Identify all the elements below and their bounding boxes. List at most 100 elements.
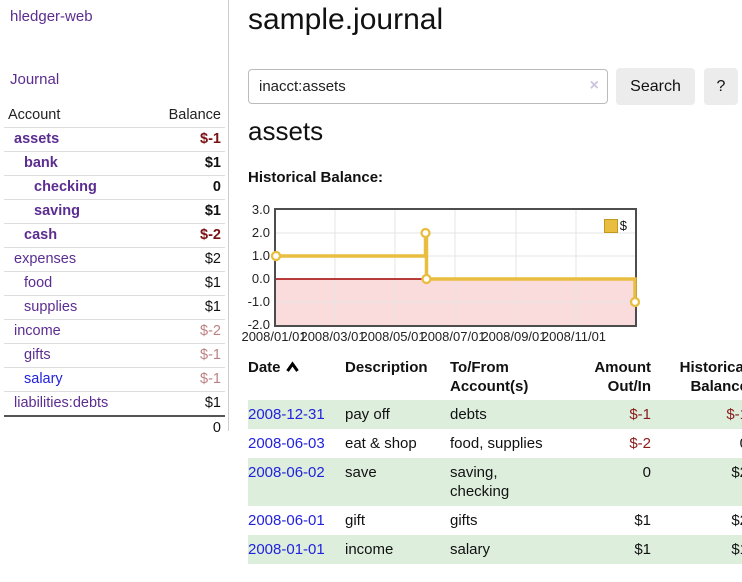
transaction-description: income (345, 541, 394, 558)
sidebar-account-link[interactable]: supplies (24, 299, 78, 315)
transaction-description: save (345, 464, 377, 481)
sort-ascending-icon (285, 361, 299, 372)
main-content: sample.journal × Search ? assets Histori… (241, 0, 742, 582)
sidebar-account-balance: 0 (145, 175, 225, 200)
sidebar-account-balance: $-1 (145, 343, 225, 368)
y-axis-tick-label: -2.0 (247, 317, 270, 332)
search-input[interactable] (248, 69, 608, 104)
nav-journal: Journal (10, 71, 59, 88)
transaction-amount: $1 (634, 541, 651, 558)
register-row: 2008-12-31 pay off debts $-1 $-1 (248, 400, 742, 429)
sidebar-account-link[interactable]: checking (34, 179, 97, 195)
transaction-accounts: salary (450, 541, 491, 558)
register-header-row: Date Description To/From Account(s) Amou… (248, 356, 742, 400)
date-column-header[interactable]: Date (248, 356, 345, 400)
transaction-date-link[interactable]: 2008-12-31 (248, 406, 325, 423)
clear-search-icon[interactable]: × (589, 77, 599, 94)
y-axis-tick-label: -1.0 (247, 294, 270, 309)
y-axis-tick-label: 2.0 (251, 225, 270, 240)
transaction-balance: $2 (731, 464, 742, 481)
balance-column-header-main: Historical Balance (679, 359, 742, 395)
transaction-description: pay off (345, 406, 390, 423)
transaction-date-link[interactable]: 2008-06-03 (248, 435, 325, 452)
search-form: × Search ? (248, 68, 738, 105)
sidebar-account-row: checking 0 (4, 175, 225, 200)
transaction-amount: $1 (634, 512, 651, 529)
legend-swatch-icon (603, 218, 618, 233)
account-heading: assets (248, 116, 324, 146)
transaction-amount: 0 (642, 464, 651, 481)
balance-column-header: Balance (168, 107, 221, 123)
x-axis-tick-label: 2008/07/01 (420, 329, 486, 344)
transaction-balance: 0 (651, 429, 742, 458)
sidebar-account-link[interactable]: bank (24, 155, 58, 171)
transaction-date-link[interactable]: 2008-06-02 (248, 464, 325, 481)
sidebar-accounts-table: Account Balance assets $-1 bank $1 check… (4, 104, 225, 440)
sidebar-account-link[interactable]: food (24, 275, 53, 291)
sidebar-account-link[interactable]: cash (24, 227, 58, 243)
sidebar-account-row: expenses $2 (4, 247, 225, 272)
sidebar-account-row: saving $1 (4, 199, 225, 224)
sidebar-account-balance: $1 (145, 271, 225, 296)
chart-plot-area: $ (270, 208, 641, 327)
sidebar-accounts-header-row: Account Balance (4, 104, 225, 128)
chart-legend: $ (603, 218, 627, 233)
sidebar-account-balance: $1 (145, 391, 225, 416)
register-row: 2008-01-01 income salary $1 $1 (248, 535, 742, 564)
sidebar-account-link[interactable]: salary (24, 371, 63, 387)
register-row: 2008-06-01 gift gifts $1 $2 (248, 506, 742, 535)
search-box: × (248, 69, 608, 104)
transaction-description: eat & shop (345, 435, 417, 452)
transaction-amount: $-1 (629, 406, 651, 423)
transaction-accounts: saving, checking (450, 464, 510, 500)
date-column-label: Date (248, 359, 281, 376)
sidebar-account-row: assets $-1 (4, 127, 225, 152)
sidebar-total-row: 0 (4, 415, 225, 440)
sidebar-account-row: supplies $1 (4, 295, 225, 320)
sidebar-account-link[interactable]: income (14, 323, 61, 339)
sidebar-account-link[interactable]: expenses (14, 251, 77, 267)
sidebar-account-balance: $-2 (145, 223, 225, 248)
sidebar-account-balance: $1 (145, 199, 225, 224)
sidebar-account-link[interactable]: saving (34, 203, 80, 219)
sidebar-account-link[interactable]: assets (14, 131, 60, 147)
amount-column-header: Amount Out/In (594, 359, 651, 395)
sidebar-account-balance: $2 (145, 247, 225, 272)
y-axis-labels: 3.0 2.0 1.0 0.0 -1.0 -2.0 (248, 202, 278, 332)
account-column-header: Account (8, 107, 61, 123)
sidebar-account-balance: $-1 (145, 367, 225, 392)
legend-label: $ (619, 218, 627, 233)
help-button[interactable]: ? (704, 68, 738, 105)
search-button[interactable]: Search (616, 68, 695, 105)
sidebar-account-row: bank $1 (4, 151, 225, 176)
register-row: 2008-06-03 eat & shop food, supplies $-2… (248, 429, 742, 458)
register-table: Date Description To/From Account(s) Amou… (248, 356, 742, 564)
register-row: 2008-06-02 save saving, checking 0 $2 (248, 458, 742, 506)
sidebar-account-link[interactable]: gifts (24, 347, 51, 363)
transaction-date-link[interactable]: 2008-01-01 (248, 541, 325, 558)
accounts-column-header: To/From Account(s) (450, 359, 529, 395)
page-title: sample.journal (248, 3, 444, 36)
sidebar-account-row: cash $-2 (4, 223, 225, 248)
y-axis-tick-label: 3.0 (251, 202, 270, 217)
y-axis-tick-label: 1.0 (251, 248, 270, 263)
transaction-accounts: debts (450, 406, 487, 423)
transaction-balance: $-1 (726, 406, 742, 423)
sidebar-account-link[interactable]: liabilities:debts (14, 395, 109, 411)
transaction-accounts: food, supplies (450, 435, 543, 452)
x-axis-tick-label: 2008/11/01 (541, 329, 607, 344)
chart-title: Historical Balance: (248, 169, 384, 186)
nav-journal-link[interactable]: Journal (10, 71, 60, 88)
sidebar-account-balance: $-2 (145, 319, 225, 344)
sidebar-account-row: liabilities:debts $1 (4, 391, 225, 416)
sidebar-total-balance: 0 (145, 415, 225, 440)
sidebar-account-row: food $1 (4, 271, 225, 296)
transaction-accounts: gifts (450, 512, 478, 529)
transaction-balance: $1 (731, 541, 742, 558)
transaction-date-link[interactable]: 2008-06-01 (248, 512, 325, 529)
x-axis-tick-label: 2008/09/01 (481, 329, 547, 344)
transaction-amount: $-2 (629, 435, 651, 452)
x-axis-tick-label: 2008/05/01 (360, 329, 426, 344)
sidebar-account-row: income $-2 (4, 319, 225, 344)
brand-link[interactable]: hledger-web (10, 8, 93, 25)
